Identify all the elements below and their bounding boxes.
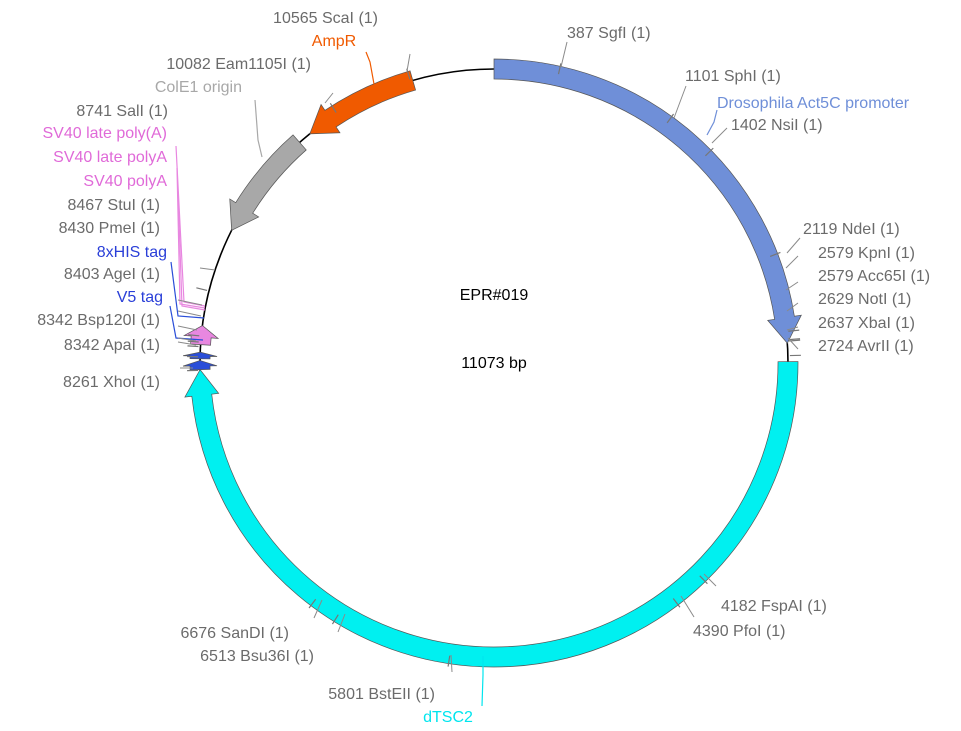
site-label-agei: 8403 AgeI (1) xyxy=(64,266,160,283)
site-label-xbai: 2637 XbaI (1) xyxy=(818,315,915,332)
site-tick xyxy=(329,102,337,113)
site-leader xyxy=(560,41,568,68)
feature-label-8xhis-tag: 8xHIS tag xyxy=(97,244,167,261)
feature-label-cole1-origin: ColE1 origin xyxy=(155,79,242,96)
site-leader xyxy=(199,267,216,271)
site-tick xyxy=(704,147,714,157)
feature-label-dtsc2: dTSC2 xyxy=(423,709,473,726)
site-label-nsii: 1402 NsiI (1) xyxy=(731,117,823,134)
feature-layer xyxy=(182,58,802,668)
site-label-bsu36i: 6513 Bsu36I (1) xyxy=(200,648,314,665)
site-tick xyxy=(187,345,199,348)
plasmid-length: 11073 bp xyxy=(461,355,527,372)
site-leader xyxy=(177,337,197,342)
site-tick xyxy=(447,655,451,667)
site-leader xyxy=(177,310,202,317)
feature-label-ampr: AmpR xyxy=(312,33,356,50)
plasmid-name: EPR#019 xyxy=(460,287,529,304)
site-label-avrii: 2724 AvrII (1) xyxy=(818,338,914,355)
feature-label-v5-tag: V5 tag xyxy=(117,289,163,306)
site-label-ndei: 2119 NdeI (1) xyxy=(803,221,900,238)
leader-ampr xyxy=(365,51,375,85)
feature-arc-dtsc2 xyxy=(184,361,799,668)
site-tick xyxy=(788,329,800,332)
site-leader xyxy=(177,341,197,346)
site-tick xyxy=(196,287,208,292)
site-labels: 387 SgfI (1) 1101 SphI (1) 1402 NsiI (1)… xyxy=(37,10,930,703)
site-label-kpni: 2579 KpnI (1) xyxy=(818,245,915,262)
feature-label-act5c-promoter: Drosophila Act5C promoter xyxy=(717,95,910,112)
site-tick xyxy=(789,338,801,341)
site-label-scai: 10565 ScaI (1) xyxy=(273,10,378,27)
leader-v5-tag xyxy=(169,305,204,341)
site-tick xyxy=(188,334,200,337)
leader-cole1-origin xyxy=(254,99,263,158)
site-leader xyxy=(177,299,203,306)
site-leader xyxy=(680,595,695,618)
feature-arc-ampr xyxy=(309,70,417,135)
site-leader xyxy=(786,237,801,254)
site-label-noti: 2629 NotI (1) xyxy=(818,291,911,308)
site-label-acc65i: 2579 Acc65I (1) xyxy=(818,268,930,285)
site-leader xyxy=(313,599,323,619)
site-leader xyxy=(406,53,411,72)
site-tick xyxy=(666,113,675,124)
site-leader xyxy=(673,85,687,119)
site-tick xyxy=(699,575,708,585)
site-label-apai: 8342 ApaI (1) xyxy=(64,337,160,354)
site-leader xyxy=(786,326,799,331)
site-tick xyxy=(557,63,562,75)
site-label-stui: 8467 StuI (1) xyxy=(68,197,161,214)
site-leader xyxy=(785,255,799,269)
site-label-pmei: 8430 PmeI (1) xyxy=(59,220,160,237)
site-label-xhoi: 8261 XhoI (1) xyxy=(63,374,160,391)
site-leader xyxy=(177,325,198,331)
feature-arc-drosophila-act5c-promoter xyxy=(493,58,802,344)
site-leader xyxy=(703,573,717,587)
feature-arc-cole1-origin xyxy=(229,134,307,231)
site-tick xyxy=(672,598,681,608)
site-leader xyxy=(787,337,799,350)
leader-sv40-late-polya xyxy=(176,167,206,309)
site-tick xyxy=(769,251,781,257)
site-label-sandi: 6676 SanDI (1) xyxy=(180,625,289,642)
feature-label-sv40-late-polya: SV40 late polyA xyxy=(53,149,167,166)
site-leader xyxy=(324,92,334,104)
site-label-sphi: 1101 SphI (1) xyxy=(685,68,781,85)
site-label-bsp120i: 8342 Bsp120I (1) xyxy=(37,312,160,329)
site-leader xyxy=(337,613,346,633)
site-leader xyxy=(711,127,728,144)
site-tick xyxy=(187,340,199,343)
site-label-eam1105i: 10082 Eam1105I (1) xyxy=(166,56,311,73)
leader-dtsc2 xyxy=(481,656,484,707)
site-label-sali: 8741 SalI (1) xyxy=(76,103,168,120)
feature-arc-8xhis-tag xyxy=(183,351,218,360)
leader-sv40-polya xyxy=(177,191,206,311)
site-leader xyxy=(785,281,799,291)
feature-label-sv40-polya: SV40 polyA xyxy=(83,173,167,190)
feature-label-sv40-late-polya-paren: SV40 late poly(A) xyxy=(42,125,167,142)
site-label-bsteii: 5801 BstEII (1) xyxy=(328,686,435,703)
site-label-fspai: 4182 FspAI (1) xyxy=(721,598,827,615)
site-label-pfoi: 4390 PfoI (1) xyxy=(693,623,786,640)
site-leader xyxy=(450,654,453,673)
leader-layer xyxy=(169,41,801,707)
site-leader xyxy=(786,302,799,312)
leader-sv40-late-polya-paren xyxy=(175,145,206,307)
site-label-sgfi: 387 SgfI (1) xyxy=(567,25,651,42)
site-tick xyxy=(308,598,317,609)
leader-act5c-promoter xyxy=(706,109,718,136)
leader-8xhis-tag xyxy=(170,261,205,319)
feature-labels: Drosophila Act5C promoter dTSC2 AmpR Col… xyxy=(42,33,909,726)
site-tick xyxy=(331,614,339,625)
